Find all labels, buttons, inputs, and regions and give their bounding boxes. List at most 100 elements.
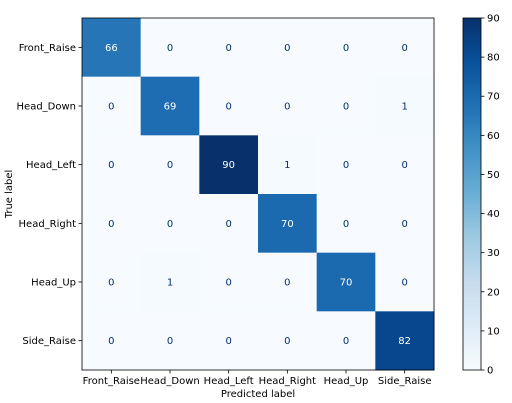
cell-value-label: 82 <box>398 336 411 347</box>
heatmap-cell <box>82 252 142 312</box>
cell-value-label: 0 <box>225 336 231 347</box>
heatmap-cell <box>82 135 142 195</box>
cell-value-label: 0 <box>225 43 231 54</box>
cell-value-label: 0 <box>284 102 290 113</box>
heatmap-cell <box>375 135 435 195</box>
heatmap-cell <box>140 76 200 136</box>
cell-value-label: 1 <box>284 160 290 171</box>
heatmap-cell <box>258 135 318 195</box>
cell-value-label: 0 <box>167 219 173 230</box>
heatmap-cell <box>316 194 376 254</box>
y-tick-label: Head_Left <box>26 160 76 171</box>
x-axis-ticks: Front_Raise Head_Down Head_Left Head_Right H… <box>83 370 432 387</box>
heatmap-cell <box>375 311 435 371</box>
cell-value-label: 0 <box>108 219 114 230</box>
cell-value-label: 0 <box>284 336 290 347</box>
heatmap-cell <box>199 135 259 195</box>
colorbar-tick-label: 10 <box>487 326 500 337</box>
heatmap-cell <box>140 311 200 371</box>
cell-value-label: 0 <box>225 219 231 230</box>
cell-value-label: 0 <box>108 102 114 113</box>
y-tick-label: Front_Raise <box>19 43 76 54</box>
cell-value-label: 0 <box>343 43 349 54</box>
heatmap-cell <box>140 194 200 254</box>
x-tick-label: Head_Right <box>259 376 317 387</box>
heatmap-cell <box>82 18 142 78</box>
x-tick-label: Head_Down <box>140 376 199 387</box>
x-tick-label: Head_Up <box>324 376 369 387</box>
heatmap-cell <box>316 18 376 78</box>
colorbar-tick-label: 80 <box>487 53 500 64</box>
heatmap-cell <box>258 311 318 371</box>
plot-frame <box>81 17 435 371</box>
colorbar-tick-label: 0 <box>487 366 493 377</box>
heatmap-cell <box>258 76 318 136</box>
cell-value-label: 0 <box>108 278 114 289</box>
heatmap-cell <box>82 311 142 371</box>
colorbar-tick-label: 70 <box>487 92 500 103</box>
cell-value-label: 0 <box>167 336 173 347</box>
cell-value-label: 0 <box>401 160 407 171</box>
heatmap-cell <box>375 18 435 78</box>
cell-value-label: 0 <box>225 102 231 113</box>
heatmap-cell <box>140 135 200 195</box>
cell-value-label: 0 <box>343 160 349 171</box>
heatmap-cell <box>258 18 318 78</box>
heatmap-cell <box>199 76 259 136</box>
cell-value-label: 0 <box>343 336 349 347</box>
heatmap-cell <box>199 252 259 312</box>
cell-value-label: 0 <box>401 219 407 230</box>
cell-value-label: 1 <box>401 102 407 113</box>
y-axis-label: True label <box>4 170 15 220</box>
heatmap-cells: 66 0 0 0 0 0 0 69 0 0 0 1 0 0 90 1 0 0 0 0 0 70 0 0 0 1 0 0 70 0 0 0 0 0 0… <box>82 18 435 371</box>
heatmap-cell <box>199 194 259 254</box>
cell-value-label: 69 <box>164 102 177 113</box>
colorbar-tick-label: 50 <box>487 170 500 181</box>
heatmap-cell <box>140 252 200 312</box>
cell-value-label: 70 <box>281 219 294 230</box>
colorbar-tick-label: 60 <box>487 131 500 142</box>
cell-value-label: 0 <box>167 43 173 54</box>
cell-value-label: 0 <box>225 278 231 289</box>
colorbar-tick-label: 30 <box>487 248 500 259</box>
cell-value-label: 66 <box>105 43 118 54</box>
y-tick-label: Side_Raise <box>22 336 76 347</box>
colorbar-tick-label: 20 <box>487 287 500 298</box>
heatmap-cell <box>316 311 376 371</box>
cell-value-label: 0 <box>108 336 114 347</box>
cell-value-label: 90 <box>222 160 235 171</box>
cell-value-label: 0 <box>343 219 349 230</box>
heatmap-cell <box>375 252 435 312</box>
x-tick-label: Side_Raise <box>378 376 432 387</box>
cell-value-label: 0 <box>401 278 407 289</box>
cell-value-label: 70 <box>340 278 353 289</box>
cell-value-label: 0 <box>343 102 349 113</box>
heatmap-cell <box>316 252 376 312</box>
cell-value-label: 0 <box>108 160 114 171</box>
x-tick-label: Front_Raise <box>83 376 140 387</box>
x-tick-label: Head_Left <box>204 376 254 387</box>
heatmap-cell <box>82 76 142 136</box>
cell-value-label: 1 <box>167 278 173 289</box>
x-axis-label: Predicted label <box>221 389 295 400</box>
heatmap-cell <box>199 18 259 78</box>
heatmap-cell <box>140 18 200 78</box>
heatmap-cell <box>316 76 376 136</box>
cell-value-label: 0 <box>284 278 290 289</box>
heatmap-cell <box>258 252 318 312</box>
colorbar-tick-label: 90 <box>487 14 500 25</box>
cell-value-label: 0 <box>167 160 173 171</box>
cell-value-label: 0 <box>401 43 407 54</box>
y-tick-label: Head_Up <box>31 278 76 289</box>
cell-value-label: 0 <box>284 43 290 54</box>
y-tick-label: Head_Down <box>17 102 76 113</box>
heatmap-cell <box>82 194 142 254</box>
y-tick-label: Head_Right <box>19 219 77 230</box>
heatmap-cell <box>316 135 376 195</box>
heatmap-cell <box>375 76 435 136</box>
colorbar-ticks: 0 10 20 30 40 50 60 70 80 90 <box>481 14 500 377</box>
heatmap-cell <box>258 194 318 254</box>
colorbar-tick-label: 40 <box>487 209 500 220</box>
heatmap-cell <box>375 194 435 254</box>
